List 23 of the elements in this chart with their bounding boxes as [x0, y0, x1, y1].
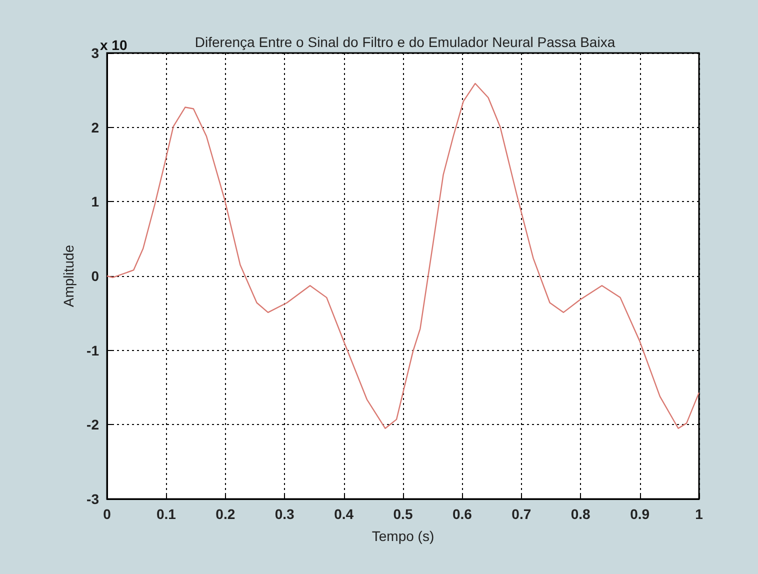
y-tick-label: 0	[91, 268, 100, 284]
y-tick-label: -2	[86, 416, 100, 433]
chart-title: Diferença Entre o Sinal do Filtro e do Emulador Neural Passa Baixa	[194, 34, 616, 50]
line-series	[106, 82, 700, 429]
x-axis-title: Tempo (s)	[372, 528, 434, 544]
y-tick-label: 3	[91, 45, 100, 61]
y-tick-label: -3	[86, 491, 100, 507]
x-tick-label: 0	[103, 506, 112, 522]
text: x 10	[100, 37, 128, 53]
x-tick-label: 0.8	[570, 506, 591, 522]
y-axis-title: Amplitude	[60, 244, 77, 308]
x-tick-label: 0.7	[512, 506, 532, 522]
x-tick-label: 0.2	[216, 506, 236, 522]
x-tick-label: 0.5	[393, 506, 413, 522]
y-tick-label: 2	[91, 119, 100, 136]
x-tick-label: 0.6	[452, 506, 472, 522]
x-tick-label: 0.3	[274, 506, 295, 522]
x-tick-label: 1	[695, 506, 704, 522]
y-tick-label: -1	[86, 342, 100, 358]
x-tick-label: 0.1	[156, 506, 176, 522]
x-tick-label: 0.4	[334, 506, 354, 522]
y-tick-label: 1	[91, 194, 100, 210]
x-tick-label: 0.9	[630, 506, 650, 522]
